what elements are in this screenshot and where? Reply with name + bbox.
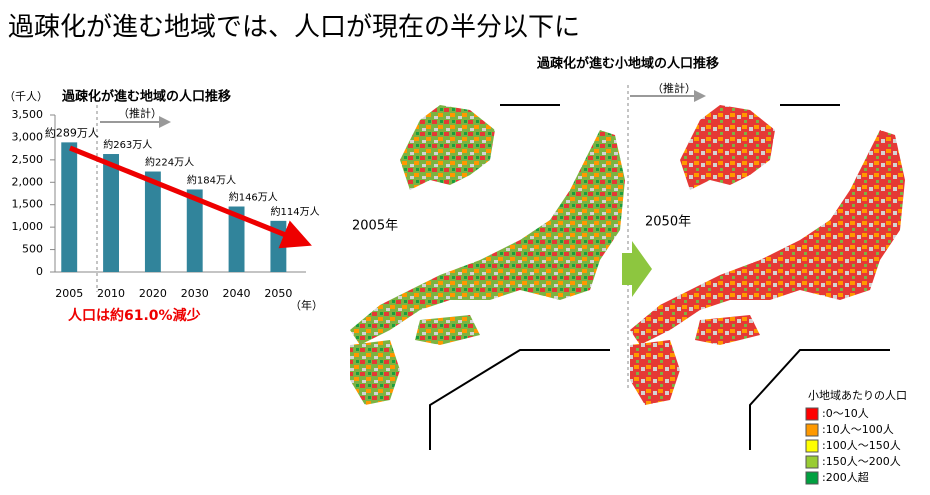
value-label: 約184万人 — [187, 173, 236, 186]
hokkaido — [400, 105, 495, 190]
y-tick-label: 1,500 — [12, 198, 44, 211]
value-label: 約146万人 — [229, 191, 278, 204]
value-label: 約114万人 — [271, 205, 320, 218]
inset-frame — [749, 104, 890, 450]
decline-note: 人口は約61.0%減少 — [68, 307, 201, 324]
shikoku — [415, 315, 480, 345]
hokkaido — [680, 105, 775, 190]
kyushu — [350, 340, 400, 405]
slide-title: 過疎化が進む地域では、人口が現在の半分以下に — [8, 13, 580, 43]
legend-label: :10人～100人 — [822, 423, 894, 436]
legend: :0～10人 :10人～100人 :100人～150人 :150人～200人 :200人… — [805, 407, 901, 485]
x-tick-label: 2010 — [97, 287, 125, 300]
map-2005 — [350, 104, 625, 450]
legend-swatch — [805, 439, 819, 453]
y-tick-label: 2,500 — [12, 153, 44, 166]
honshu — [350, 130, 625, 345]
x-axis-label: （年） — [290, 298, 323, 312]
honshu — [630, 130, 905, 345]
bar — [228, 206, 245, 272]
y-tick-label: 3,000 — [12, 130, 44, 143]
decline-arrow — [69, 145, 312, 249]
value-label: 約263万人 — [103, 138, 152, 151]
bar — [103, 154, 120, 272]
maps-projection-label: （推計） — [652, 81, 696, 95]
y-tick-label: 1,000 — [12, 220, 44, 233]
x-tick-label: 2050 — [264, 287, 292, 300]
value-label: 約224万人 — [145, 156, 194, 169]
chart-title: 過疎化が進む地域の人口推移 — [61, 89, 231, 105]
legend-swatch — [805, 407, 819, 421]
y-tick-label: 3,500 — [12, 108, 44, 121]
x-tick-label: 2005 — [55, 287, 83, 300]
maps-title: 過疎化が進む小地域の人口推移 — [536, 56, 719, 72]
bar-chart: 0 500 1,000 1,500 2,000 2,500 3,000 3,500 2005 約2… — [12, 108, 320, 300]
bar — [144, 171, 161, 272]
legend-swatch — [805, 471, 819, 485]
y-tick-label: 0 — [36, 265, 43, 278]
y-tick-label: 2,000 — [12, 175, 44, 188]
map-2050 — [630, 104, 905, 450]
panel-label: 2005年 — [352, 219, 398, 234]
x-tick-label: 2020 — [139, 287, 167, 300]
legend-label: :0～10人 — [822, 407, 869, 420]
bar — [186, 189, 203, 272]
legend-label: :150人～200人 — [822, 455, 901, 468]
projection-label: （推計） — [118, 106, 162, 120]
inset-frame — [429, 104, 610, 450]
kyushu — [630, 340, 680, 405]
panel-label: 2050年 — [645, 215, 691, 230]
legend-label: :200人超 — [822, 470, 869, 484]
y-tick-label: 500 — [22, 243, 43, 256]
shikoku — [695, 315, 760, 345]
bar — [61, 142, 78, 272]
value-label: 約289万人 — [45, 125, 99, 139]
legend-swatch — [805, 423, 819, 437]
x-tick-label: 2040 — [223, 287, 251, 300]
legend-title: 小地域あたりの人口 — [808, 389, 907, 402]
transition-arrow — [622, 241, 652, 297]
legend-swatch — [805, 455, 819, 469]
y-axis-label: （千人） — [4, 90, 48, 103]
legend-label: :100人～150人 — [822, 439, 901, 452]
x-tick-label: 2030 — [181, 287, 209, 300]
